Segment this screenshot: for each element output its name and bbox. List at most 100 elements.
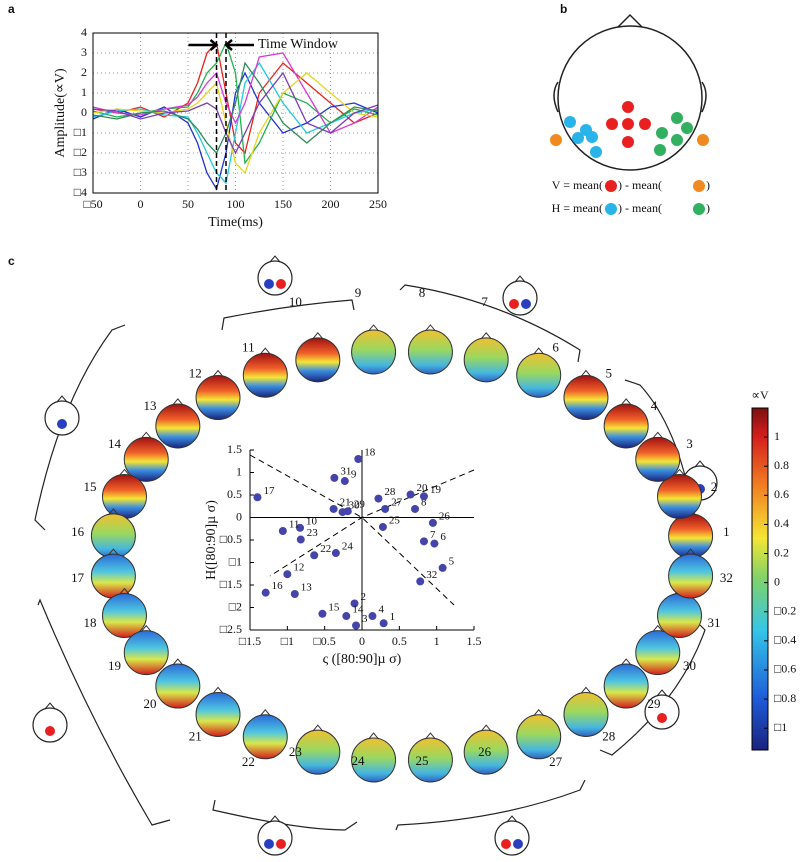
topomap-label: 11	[242, 340, 255, 355]
topomap	[123, 436, 169, 482]
topomap-label: 9	[355, 285, 362, 300]
x-tick-label: □50	[83, 197, 102, 211]
point	[428, 518, 437, 527]
topomap	[242, 352, 288, 398]
formula-dot	[605, 180, 617, 192]
topomap	[295, 337, 341, 383]
topomap-label: 29	[648, 696, 661, 711]
topomap-nose	[425, 324, 436, 332]
y-tick-label: □3	[74, 165, 87, 179]
head-diagram	[553, 13, 707, 171]
topomap	[563, 691, 609, 737]
point	[368, 612, 377, 621]
topomap-nose	[312, 724, 324, 732]
topomap-nose	[140, 624, 152, 632]
point-label: 3	[362, 613, 368, 625]
mini-nose	[44, 702, 56, 710]
mini-head	[32, 707, 68, 743]
topomap	[516, 714, 562, 760]
point	[331, 549, 340, 558]
y-tick-label: 1	[81, 85, 87, 99]
topomap-label: 3	[686, 436, 693, 451]
topomap-label: 14	[108, 436, 122, 451]
mini-nose	[269, 815, 281, 823]
topomap	[155, 403, 201, 449]
topomap-nose	[119, 468, 130, 476]
topomap-nose	[368, 324, 379, 332]
point-label: 25	[389, 514, 401, 526]
topomap	[155, 663, 201, 709]
point-label: 20	[417, 482, 429, 494]
formula: H = mean(	[552, 201, 603, 215]
panel-label: a	[8, 2, 15, 16]
point	[416, 577, 425, 586]
y-tick-label: 0	[81, 105, 87, 119]
formula-dot	[693, 180, 705, 192]
point	[329, 504, 338, 513]
topomap-label: 22	[242, 754, 255, 769]
point-label: 7	[430, 529, 436, 541]
topomap-label: 7	[481, 294, 488, 309]
topomap	[668, 513, 714, 559]
formula: ) - mean(	[618, 178, 662, 192]
topomap-label: 31	[707, 615, 720, 630]
topomap-label: 10	[289, 294, 302, 309]
topomap-label: 17	[71, 570, 85, 585]
topomap-nose	[580, 369, 592, 377]
colorbar-tick-label: 1	[774, 429, 780, 443]
mini-nose	[694, 460, 706, 468]
mini-nose	[656, 689, 668, 697]
series-line	[92, 61, 379, 185]
topomap-nose	[140, 431, 152, 439]
topomap	[90, 513, 136, 559]
guide-line	[249, 454, 475, 606]
topomap	[351, 737, 397, 783]
mini-dot	[657, 713, 667, 723]
topomap-nose	[580, 686, 592, 694]
point	[318, 609, 327, 618]
point-label: 19	[430, 484, 442, 496]
point-label: 26	[439, 510, 451, 522]
topomap-nose	[480, 332, 492, 340]
y-axis-label: H([80:90]µ σ)	[204, 500, 219, 580]
topomap-nose	[685, 548, 696, 556]
colorbar-tick-label: 0.2	[774, 545, 789, 559]
point	[406, 490, 415, 499]
mini-head	[44, 400, 80, 436]
y-tick-label: □2	[229, 599, 242, 613]
topomap	[195, 691, 241, 737]
x-tick-label: 0	[138, 197, 144, 211]
x-tick-label: 50	[182, 197, 194, 211]
point-label: 5	[449, 555, 455, 567]
point-label: 30	[349, 500, 361, 512]
point	[283, 570, 292, 579]
point	[278, 527, 287, 535]
point-label: 15	[328, 601, 340, 613]
y-tick-label: 1.5	[227, 442, 242, 456]
point-label: 14	[352, 604, 364, 616]
mini-head	[502, 280, 538, 316]
point	[342, 612, 351, 621]
x-tick-label: 100	[227, 197, 245, 211]
point-label: 2	[361, 591, 367, 603]
y-tick-label: 1	[236, 464, 242, 478]
point	[253, 493, 262, 502]
point-label: 17	[263, 485, 275, 497]
topomap-label: 25	[415, 753, 428, 768]
formula: V = mean(	[552, 178, 603, 192]
point-label: 32	[426, 569, 437, 581]
point	[430, 539, 439, 548]
topomap-nose	[212, 686, 224, 694]
point	[350, 599, 359, 608]
point	[381, 504, 390, 513]
y-tick-label: □1.5	[220, 577, 242, 591]
mini-head	[494, 820, 530, 856]
point-label: 8	[421, 496, 427, 508]
point	[411, 504, 420, 513]
topomap-label: 30	[683, 658, 696, 673]
point	[419, 537, 428, 546]
colorbar-tick-label: □1	[774, 720, 787, 734]
x-tick-label: 0.5	[392, 634, 407, 648]
topomap	[603, 403, 649, 449]
